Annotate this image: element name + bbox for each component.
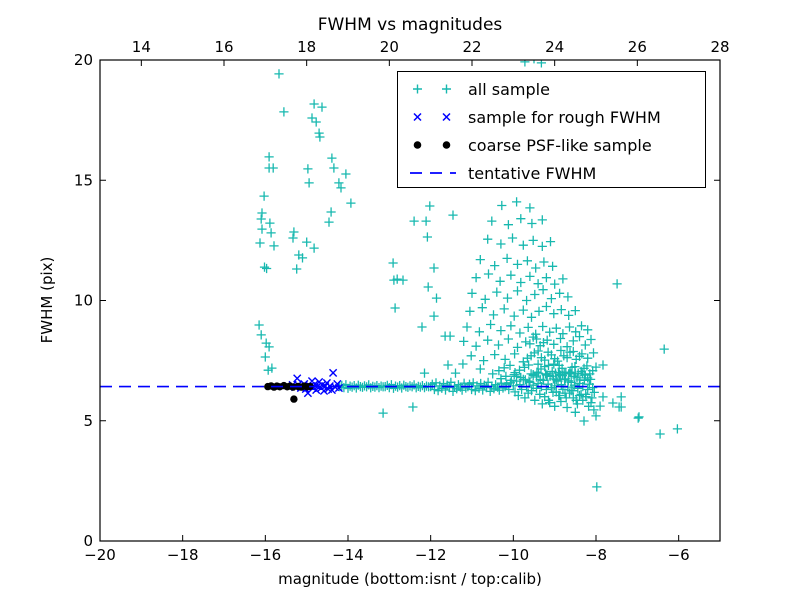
y-tick-label: 0 [83,532,93,550]
legend-marker-dot-icon [413,141,451,149]
plot-frame [99,59,721,542]
x-top-tick-label: 24 [545,38,564,56]
scatter-layer [100,60,720,492]
y-axis-label: FWHM (pix) [38,257,56,344]
x-axis-label: magnitude (bottom:isnt / top:calib) [278,570,542,588]
x-top-tick-label: 18 [297,38,316,56]
legend-label: sample for rough FWHM [468,107,661,127]
legend-marker-x-icon [413,112,451,122]
x-bottom-tick-label: −8 [585,546,607,564]
legend-marker-plus-icon [413,84,451,94]
legend-item-psf-sample: coarse PSF-like sample [398,131,705,159]
y-tick-label: 10 [74,292,93,310]
scatter-psf-dot [290,395,298,403]
x-bottom-tick-label: −12 [415,546,447,564]
legend: all sample sample for rough FWHM coarse … [397,71,706,188]
legend-item-all-sample: all sample [398,75,705,103]
x-bottom-tick-label: −6 [668,546,690,564]
legend-label: tentative FWHM [468,163,597,183]
x-top-tick-label: 26 [628,38,647,56]
legend-item-tentative-fwhm: tentative FWHM [398,159,705,187]
y-tick-label: 5 [83,412,93,430]
legend-label: coarse PSF-like sample [468,135,652,155]
scatter-all-sample [254,60,682,492]
chart-title: FWHM vs magnitudes [318,15,503,35]
legend-item-rough-fwhm: sample for rough FWHM [398,103,705,131]
x-top-tick-label: 14 [132,38,151,56]
plot-area: −20 −18 −16 −14 −12 −10 −8 −6 14 16 18 20 22 24 26 28 0 5… [74,38,730,564]
x-bottom-tick-label: −16 [250,546,282,564]
legend-label: all sample [468,79,550,99]
x-bottom-tick-label: −20 [84,546,116,564]
x-top-tick-label: 20 [380,38,399,56]
x-bottom-tick-label: −10 [498,546,530,564]
legend-marker-dashed-line-icon [410,172,456,174]
x-bottom-tick-label: −14 [332,546,364,564]
x-top-tick-label: 22 [462,38,481,56]
x-top-tick-label: 16 [214,38,233,56]
y-tick-label: 20 [74,51,93,69]
y-tick-label: 15 [74,171,93,189]
x-top-tick-label: 28 [710,38,729,56]
x-bottom-tick-label: −18 [167,546,199,564]
